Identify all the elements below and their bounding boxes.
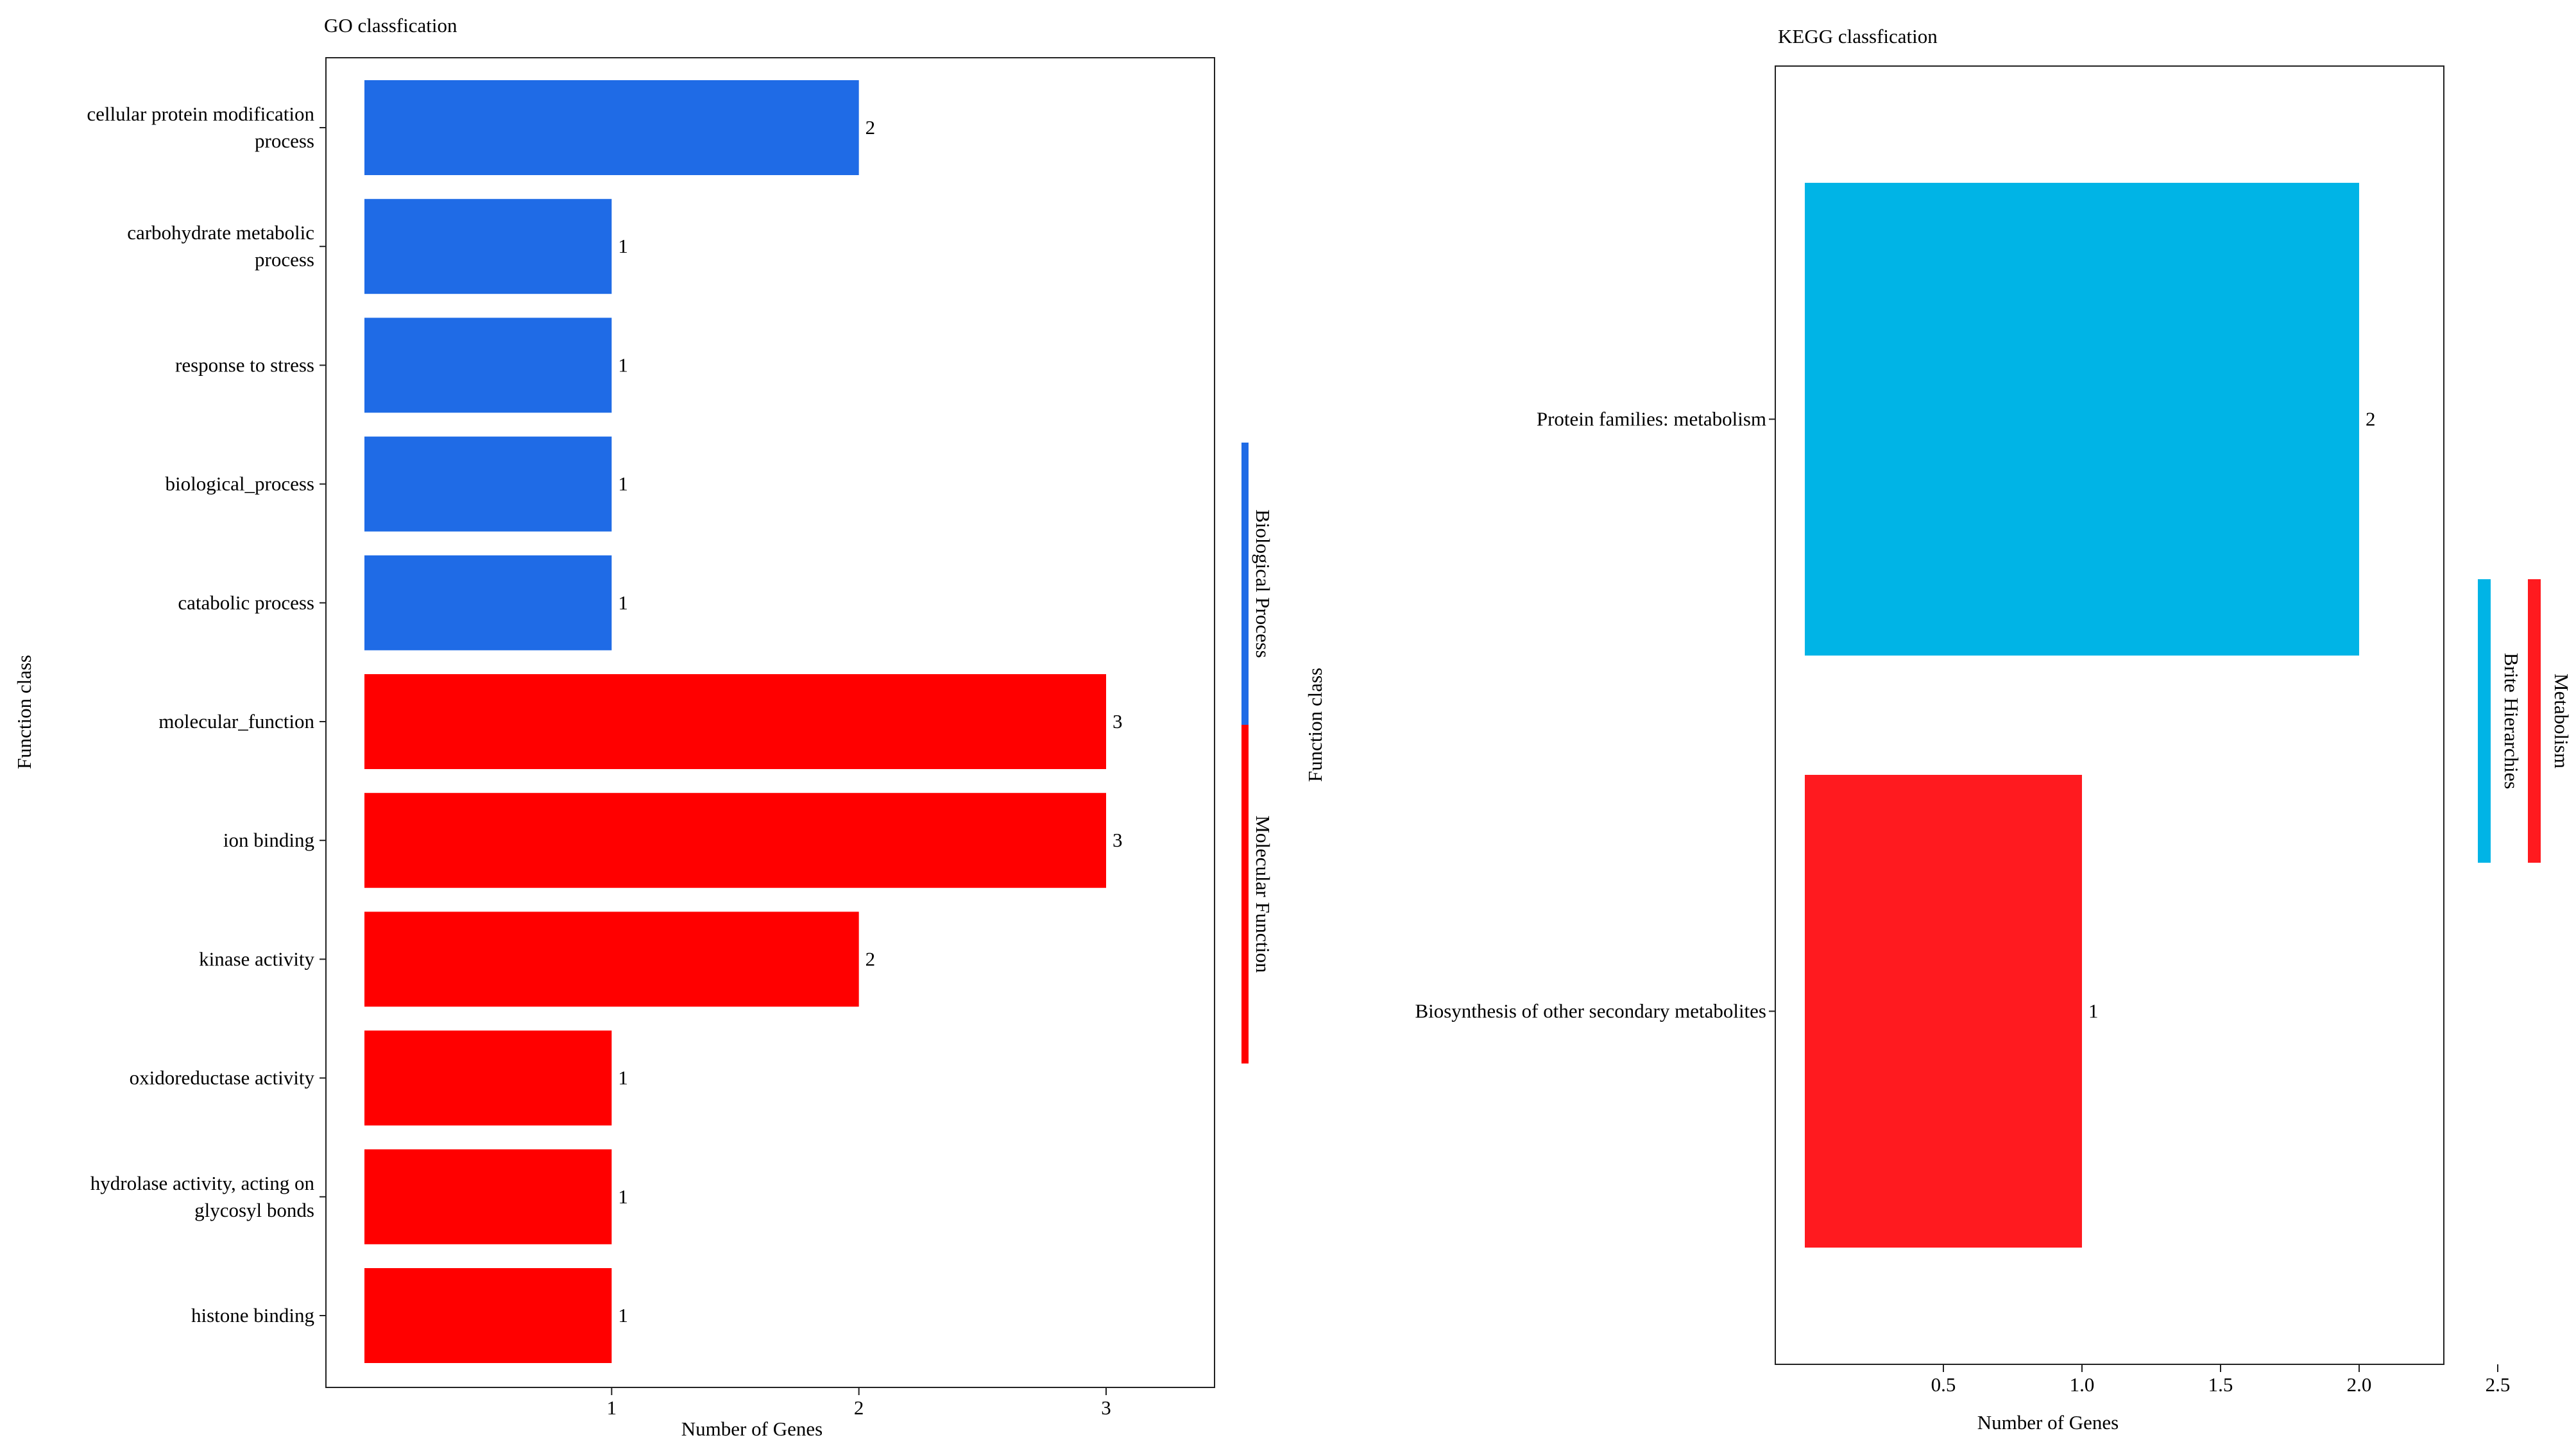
go-value-label-0: 2 <box>866 116 876 139</box>
go-value-label-9: 1 <box>618 1185 628 1208</box>
kegg-chart: KEGG classfication 21 Protein families: … <box>1415 25 2573 1434</box>
go-legend-label-0: Biological Process <box>1252 509 1274 658</box>
kegg-x-tick-label-1: 1.0 <box>2070 1373 2095 1396</box>
go-value-label-6: 3 <box>1113 829 1123 851</box>
go-value-label-3: 1 <box>618 473 628 495</box>
go-category-label-2: response to stress <box>175 353 314 376</box>
kegg-bar-1 <box>1805 775 2082 1248</box>
go-x-axis: 1 2 3 <box>607 1387 1111 1419</box>
go-value-label-2: 1 <box>618 353 628 376</box>
go-legend-strip-0 <box>1241 443 1249 725</box>
go-legend: Biological Process Molecular Function <box>1241 443 1274 1063</box>
go-bar-3 <box>364 436 612 532</box>
go-value-label-1: 1 <box>618 235 628 257</box>
go-category-label-0-line-1: process <box>255 130 314 152</box>
kegg-x-axis-label: Number of Genes <box>1977 1411 2119 1434</box>
kegg-x-tick-label-0: 0.5 <box>1931 1373 1956 1396</box>
kegg-value-labels: 21 <box>2088 408 2376 1022</box>
go-category-label-9-line-1: glycosyl bonds <box>194 1199 314 1221</box>
go-category-label-6: ion binding <box>223 829 314 851</box>
go-x-tick-label-1: 2 <box>854 1396 864 1419</box>
go-category-label-1-line-1: process <box>255 248 314 271</box>
go-bar-5 <box>364 674 1106 769</box>
kegg-category-label-0: Protein families: metabolism <box>1537 408 1766 430</box>
go-x-tick-label-2: 3 <box>1101 1396 1111 1419</box>
kegg-plot-frame <box>1775 65 2444 1365</box>
kegg-legend-strip-1 <box>2528 579 2541 863</box>
go-x-tick-label-0: 1 <box>607 1396 617 1419</box>
kegg-bars <box>1805 183 2359 1248</box>
kegg-x-tick-label-2: 1.5 <box>2208 1373 2233 1396</box>
go-value-label-10: 1 <box>618 1304 628 1326</box>
go-legend-title: Function class <box>1304 668 1326 782</box>
go-legend-label-1: Molecular Function <box>1252 815 1274 973</box>
go-plot-frame <box>325 57 1215 1388</box>
go-category-label-8: oxidoreductase activity <box>130 1067 315 1089</box>
kegg-x-tick-label-3: 2.0 <box>2347 1373 2372 1396</box>
kegg-category-label-1: Biosynthesis of other secondary metaboli… <box>1415 1000 1766 1022</box>
go-bar-10 <box>364 1268 612 1363</box>
go-category-label-9-line-0: hydrolase activity, acting on <box>90 1172 315 1194</box>
go-bar-8 <box>364 1030 612 1126</box>
go-value-labels: 2 1 1 1 1 3 3 2 1 1 1 <box>618 116 1122 1326</box>
go-category-label-1-line-0: carbohydrate metabolic <box>127 221 314 244</box>
go-bar-9 <box>364 1149 612 1244</box>
go-title: GO classfication <box>324 14 457 37</box>
go-chart: GO classfication 2 1 1 1 1 3 3 2 1 1 1 cellular pr… <box>13 14 1326 1440</box>
go-legend-strip-1 <box>1241 725 1249 1063</box>
kegg-bar-0 <box>1805 183 2359 656</box>
kegg-value-label-0: 2 <box>2366 408 2376 430</box>
go-category-labels: cellular protein modification process carb… <box>87 103 326 1326</box>
go-bars <box>364 80 1106 1363</box>
kegg-title: KEGG classfication <box>1778 25 1938 47</box>
go-value-label-5: 3 <box>1113 710 1123 733</box>
kegg-x-tick-label-4: 2.5 <box>2486 1373 2511 1396</box>
kegg-x-axis: 0.5 1.0 1.5 2.0 2.5 <box>1931 1364 2511 1396</box>
kegg-legend-label-1: Metabolism <box>2550 674 2573 768</box>
go-bar-0 <box>364 80 859 175</box>
go-x-axis-label: Number of Genes <box>681 1418 823 1440</box>
go-bar-2 <box>364 318 612 413</box>
go-value-label-8: 1 <box>618 1067 628 1089</box>
go-category-label-3: biological_process <box>166 473 314 495</box>
kegg-legend-label-0: Brite Hierarchies <box>2500 653 2523 790</box>
go-bar-7 <box>364 911 859 1007</box>
go-category-label-7: kinase activity <box>199 947 314 970</box>
go-y-axis-label: Function class <box>13 655 35 769</box>
go-category-label-5: molecular_function <box>158 710 314 733</box>
kegg-category-labels: Protein families: metabolism Biosynthesis… <box>1415 408 1775 1022</box>
go-bar-6 <box>364 793 1106 888</box>
kegg-legend-strip-0 <box>2478 579 2491 863</box>
kegg-legend: Brite Hierarchies Metabolism <box>2478 579 2573 863</box>
go-value-label-4: 1 <box>618 591 628 614</box>
go-bar-4 <box>364 555 612 650</box>
go-category-label-4: catabolic process <box>178 591 314 614</box>
go-value-label-7: 2 <box>866 947 876 970</box>
go-category-label-0-line-0: cellular protein modification <box>87 103 314 125</box>
go-category-label-10: histone binding <box>191 1304 314 1326</box>
go-bar-1 <box>364 199 612 294</box>
kegg-value-label-1: 1 <box>2088 1000 2099 1022</box>
